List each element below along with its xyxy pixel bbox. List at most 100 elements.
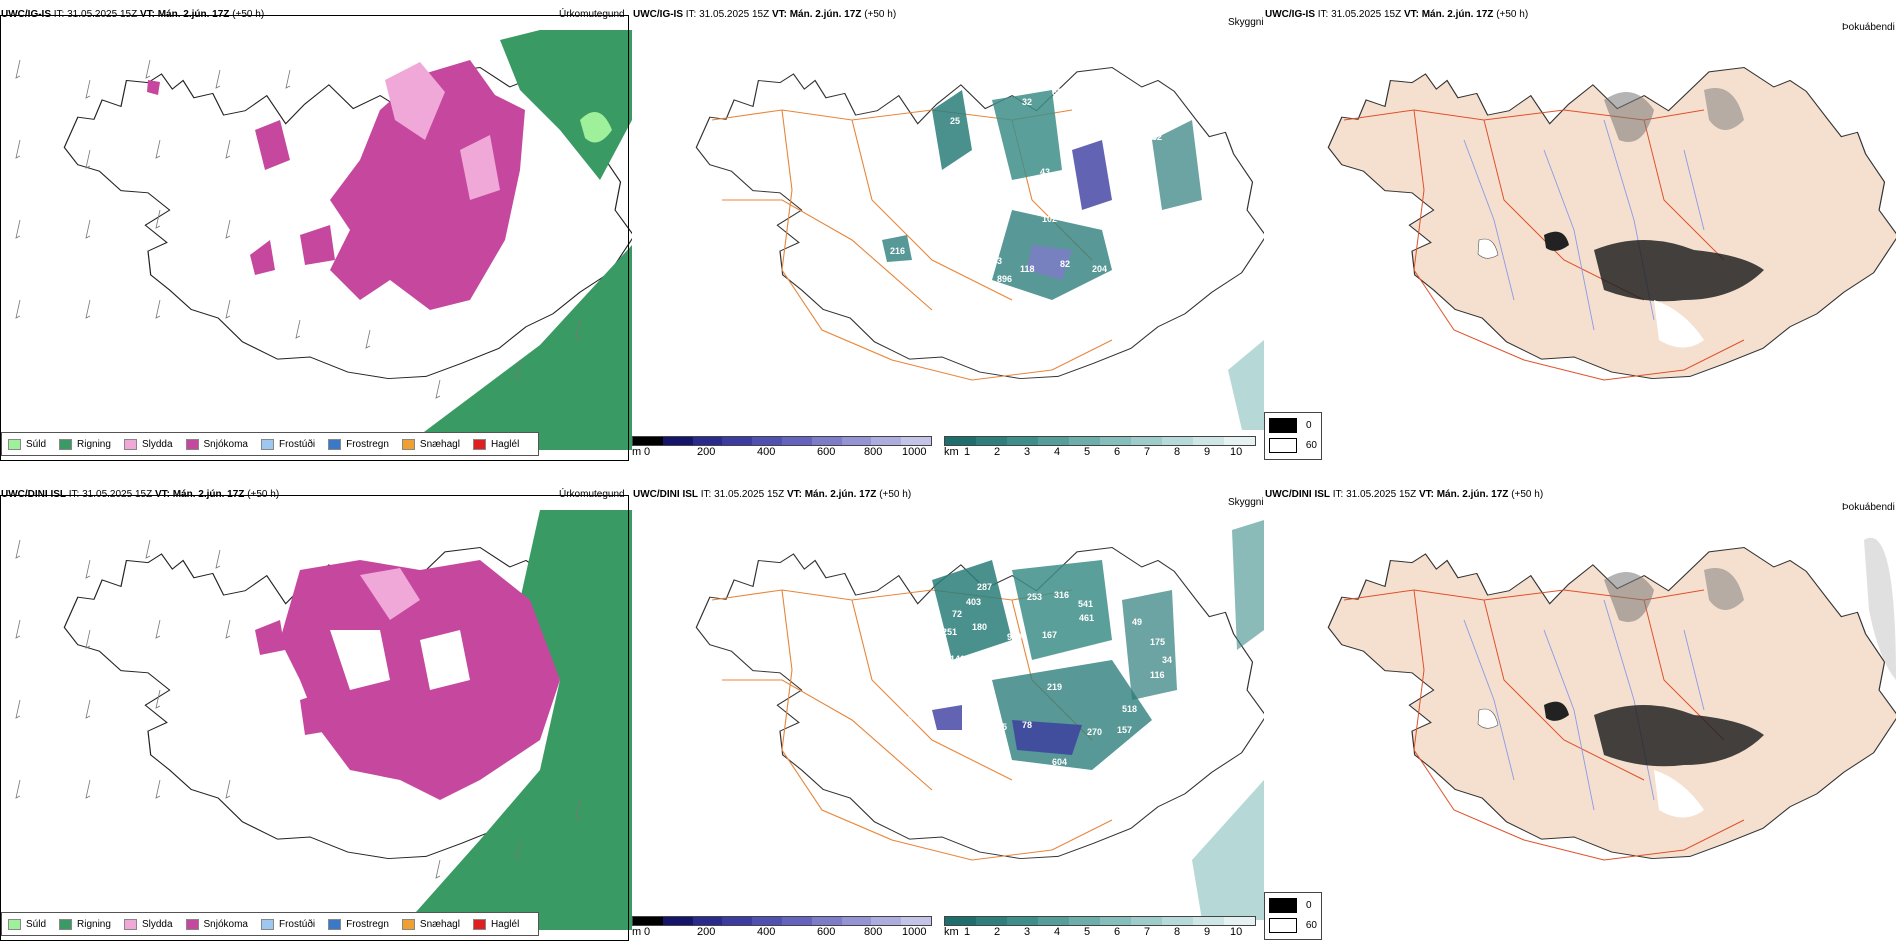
colorbar-swatch [811,437,842,445]
visibility-colorbar: km 1 2 3 4 5 6 7 8 9 10 [944,916,1256,940]
colorbar-swatch [1100,437,1131,445]
colorbar-swatch [1069,917,1100,925]
precip-legend: Súld Rigning Slydda Snjókoma Frostúði Fr… [1,912,540,936]
colorbar-swatch [945,437,976,445]
colorbar-swatch [1224,917,1255,925]
legend-item-rain: Rigning [59,438,111,450]
dewpoint-map [1327,537,1896,861]
colorbar-swatch [1193,437,1224,445]
dewpoint-legend: 0 60 [1264,412,1322,460]
svg-text:270: 270 [1087,727,1102,737]
colorbar-swatch [662,917,693,925]
svg-text:251: 251 [942,627,957,637]
svg-text:78: 78 [1022,720,1032,730]
svg-text:141: 141 [950,654,965,664]
height-colorbar: m 0 200 400 600 800 1000 [632,916,932,940]
legend-item-drizzle: Súld [8,438,46,450]
panel-title: Þokuábendi [1842,22,1895,33]
legend-item-snow-pellets: Snæhagl [401,438,460,450]
dewpoint-legend: 0 60 [1264,892,1322,940]
colorbar-swatch [752,437,782,445]
colorbar-swatch [1038,917,1069,925]
svg-text:167: 167 [1042,630,1057,640]
svg-text:115: 115 [872,727,887,737]
legend-item-snow: Snjókoma [185,438,248,450]
colorbar-swatch [1162,437,1193,445]
panel-cloud-top: UWC/IG-IS IT: 31.05.2025 15Z VT: Mán. 2.… [632,0,1264,465]
svg-text:82: 82 [1060,259,1070,269]
colorbar-swatch [1162,917,1193,925]
colorbar-swatch [901,917,931,925]
svg-text:474: 474 [1112,582,1127,592]
colorbar-swatch [1007,917,1038,925]
visibility-colorbar: km 1 2 3 4 5 6 7 8 9 10 [944,436,1256,460]
panel-title: Þokuábendi [1842,502,1895,513]
colorbar-swatch [1007,437,1038,445]
panel-dewpoint-bottom: UWC/DINI ISL IT: 31.05.2025 15Z VT: Mán.… [1264,480,1896,945]
svg-text:118: 118 [1020,264,1035,274]
svg-text:55: 55 [902,715,912,725]
colorbar-swatch [811,917,842,925]
legend-item-sleet: Slydda [123,918,173,930]
panel-header: UWC/IG-IS IT: 31.05.2025 15Z VT: Mán. 2.… [633,9,897,20]
colorbar-swatch [692,917,723,925]
colorbar-swatch [841,437,872,445]
colorbar-swatch [1193,917,1224,925]
legend-item-freezing-rain: Frostregn [328,918,389,930]
svg-text:72: 72 [952,609,962,619]
svg-text:43: 43 [1040,167,1050,177]
svg-text:362: 362 [1147,132,1162,142]
legend-item-drizzle: Súld [8,918,46,930]
svg-text:701: 701 [1094,127,1109,137]
legend-item-sleet: Slydda [123,438,173,450]
svg-text:219: 219 [1047,682,1062,692]
svg-text:403: 403 [966,597,981,607]
svg-text:63: 63 [1062,184,1072,194]
svg-text:157: 157 [1117,725,1132,735]
colorbar-swatch [901,437,931,445]
legend-item-freezing-drizzle: Frostúði [260,438,315,450]
legend-item-rain: Rigning [59,918,111,930]
svg-text:204: 204 [1092,264,1107,274]
road-network [711,109,1113,381]
svg-text:361: 361 [982,133,997,143]
colorbar-swatch [976,437,1007,445]
legend-item-snow-pellets: Snæhagl [401,918,460,930]
panel-precip-top: UWC/IG-IS IT: 31.05.2025 15Z VT: Mán. 2.… [0,0,632,465]
panel-header: UWC/IG-IS IT: 31.05.2025 15Z VT: Mán. 2.… [1,9,265,20]
legend-item-hail: Haglél [472,438,519,450]
panel-title: Skyggni [1228,17,1264,28]
road-network [1343,109,1745,381]
colorbar-swatch [633,917,663,925]
height-colorbar: m 0 200 400 600 800 1000 [632,436,932,460]
svg-text:116: 116 [1150,670,1165,680]
svg-text:25: 25 [950,116,960,126]
svg-text:518: 518 [1122,704,1137,714]
road-network [1343,589,1745,861]
svg-text:99: 99 [920,142,930,152]
colorbar-swatch [692,437,723,445]
road-network [711,589,1113,861]
svg-text:316: 316 [1054,590,1069,600]
dewpoint-map [1327,66,1896,381]
svg-text:162: 162 [970,170,985,180]
legend-item-freezing-drizzle: Frostúði [260,918,315,930]
svg-text:253: 253 [1027,592,1042,602]
cloud-map: 56 32 249 207 701 25 361 99 92 362 162 4… [695,66,1264,430]
colorbar-swatch [1038,437,1069,445]
svg-text:216: 216 [890,246,905,256]
svg-text:930: 930 [1007,632,1022,642]
cloud-map: 287 474 403 253 316 541 72 461 49 251 18… [695,520,1264,920]
svg-text:175: 175 [1150,637,1165,647]
svg-text:461: 461 [1079,613,1094,623]
svg-text:139: 139 [962,195,977,205]
panel-title: Úrkomutegund [559,489,625,500]
svg-text:896: 896 [997,274,1012,284]
river-network [1463,599,1705,811]
legend-item-hail: Haglél [472,918,519,930]
panel-title: Skyggni [1228,497,1264,508]
svg-text:49: 49 [1132,617,1142,627]
colorbar-swatch [752,917,782,925]
sleet-area [385,62,445,140]
colorbar-swatch [662,437,693,445]
